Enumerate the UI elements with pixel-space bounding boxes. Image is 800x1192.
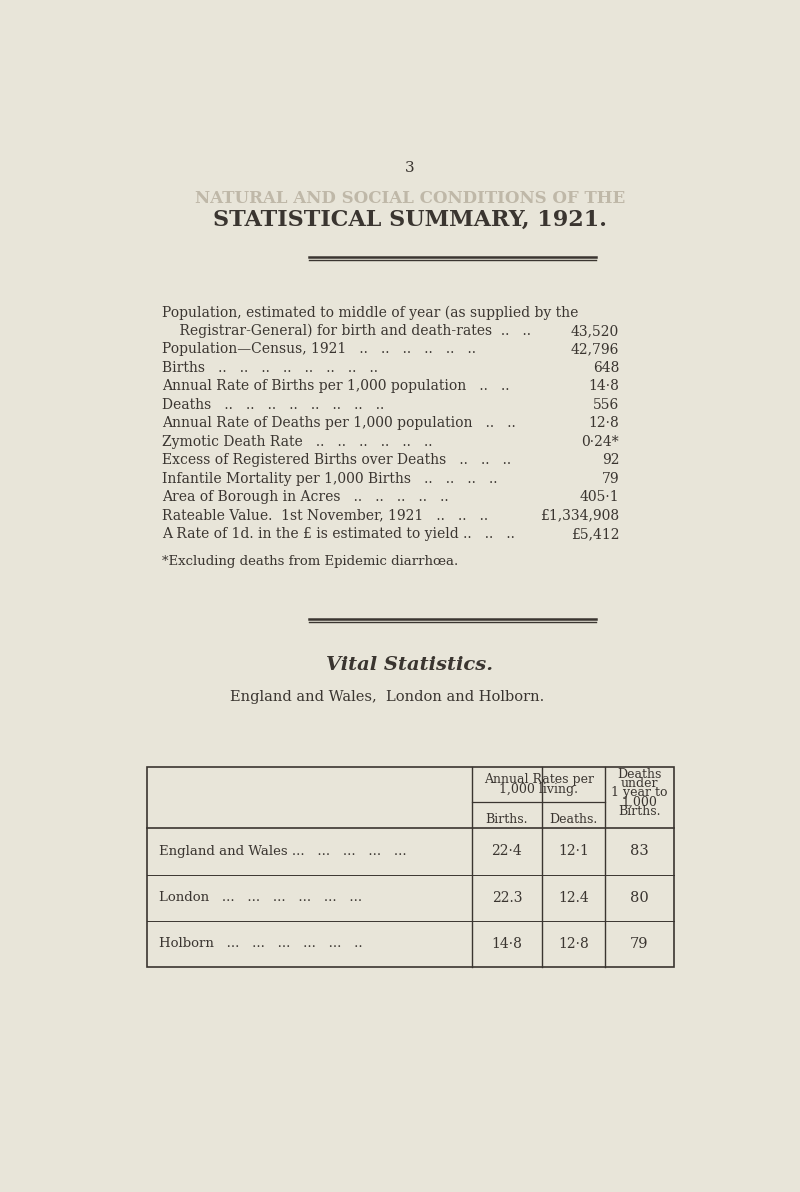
Text: Annual Rates per: Annual Rates per	[484, 774, 594, 787]
Text: 83: 83	[630, 844, 649, 858]
Text: 12·8: 12·8	[558, 937, 589, 951]
Text: England and Wales,  London and Holborn.: England and Wales, London and Holborn.	[230, 690, 544, 704]
Text: Area of Borough in Acres   ..   ..   ..   ..   ..: Area of Borough in Acres .. .. .. .. ..	[162, 490, 449, 504]
Text: Population—Census, 1921   ..   ..   ..   ..   ..   ..: Population—Census, 1921 .. .. .. .. .. .…	[162, 342, 476, 356]
Text: Deaths   ..   ..   ..   ..   ..   ..   ..   ..: Deaths .. .. .. .. .. .. .. ..	[162, 398, 384, 412]
Text: Infantile Mortality per 1,000 Births   ..   ..   ..   ..: Infantile Mortality per 1,000 Births .. …	[162, 472, 498, 486]
Text: Annual Rate of Births per 1,000 population   ..   ..: Annual Rate of Births per 1,000 populati…	[162, 379, 510, 393]
Text: 1,000 living.: 1,000 living.	[499, 783, 578, 796]
Text: £1,334,908: £1,334,908	[540, 509, 619, 523]
Text: 12·1: 12·1	[558, 844, 589, 858]
Text: *Excluding deaths from Epidemic diarrhœa.: *Excluding deaths from Epidemic diarrhœa…	[162, 555, 458, 569]
Text: 79: 79	[630, 937, 649, 951]
Text: 14·8: 14·8	[491, 937, 522, 951]
Text: Rateable Value.  1st November, 1921   ..   ..   ..: Rateable Value. 1st November, 1921 .. ..…	[162, 509, 488, 523]
Text: England and Wales ...   ...   ...   ...   ...: England and Wales ... ... ... ... ...	[159, 845, 406, 858]
Text: 648: 648	[593, 361, 619, 374]
Text: 80: 80	[630, 890, 649, 905]
Text: Births   ..   ..   ..   ..   ..   ..   ..   ..: Births .. .. .. .. .. .. .. ..	[162, 361, 378, 374]
Text: Holborn   ...   ...   ...   ...   ...   ..: Holborn ... ... ... ... ... ..	[159, 937, 362, 950]
Text: Births.: Births.	[618, 805, 661, 818]
Text: 92: 92	[602, 453, 619, 467]
Text: 1 year to: 1 year to	[611, 787, 668, 800]
Text: Deaths: Deaths	[618, 768, 662, 781]
Text: 14·8: 14·8	[588, 379, 619, 393]
Text: Excess of Registered Births over Deaths   ..   ..   ..: Excess of Registered Births over Deaths …	[162, 453, 511, 467]
Text: 22·4: 22·4	[491, 844, 522, 858]
Text: A Rate of 1d. in the £ is estimated to yield ..   ..   ..: A Rate of 1d. in the £ is estimated to y…	[162, 527, 515, 541]
Text: NATURAL AND SOCIAL CONDITIONS OF THE: NATURAL AND SOCIAL CONDITIONS OF THE	[195, 190, 625, 207]
Text: 556: 556	[593, 398, 619, 412]
Text: Registrar-General) for birth and death-rates  ..   ..: Registrar-General) for birth and death-r…	[162, 324, 574, 339]
Text: 12.4: 12.4	[558, 890, 589, 905]
Text: STATISTICAL SUMMARY, 1921.: STATISTICAL SUMMARY, 1921.	[213, 209, 607, 231]
Text: under: under	[621, 777, 658, 790]
Text: 12·8: 12·8	[589, 416, 619, 430]
Text: London   ...   ...   ...   ...   ...   ...: London ... ... ... ... ... ...	[159, 892, 362, 905]
Text: Births.: Births.	[486, 813, 528, 826]
Text: Population, estimated to middle of year (as supplied by the: Population, estimated to middle of year …	[162, 305, 578, 319]
Text: 79: 79	[602, 472, 619, 486]
Text: 3: 3	[405, 161, 415, 175]
Text: 22.3: 22.3	[492, 890, 522, 905]
Text: 43,520: 43,520	[571, 324, 619, 337]
Text: £5,412: £5,412	[570, 527, 619, 541]
Text: Zymotic Death Rate   ..   ..   ..   ..   ..   ..: Zymotic Death Rate .. .. .. .. .. ..	[162, 435, 433, 449]
Bar	[146, 766, 674, 967]
Text: 42,796: 42,796	[571, 342, 619, 356]
Text: 0·24*: 0·24*	[582, 435, 619, 449]
Text: Vital Statistics.: Vital Statistics.	[326, 656, 494, 675]
Text: Annual Rate of Deaths per 1,000 population   ..   ..: Annual Rate of Deaths per 1,000 populati…	[162, 416, 516, 430]
Text: 405·1: 405·1	[580, 490, 619, 504]
Text: Deaths.: Deaths.	[550, 813, 598, 826]
Text: 1,000: 1,000	[622, 796, 658, 808]
